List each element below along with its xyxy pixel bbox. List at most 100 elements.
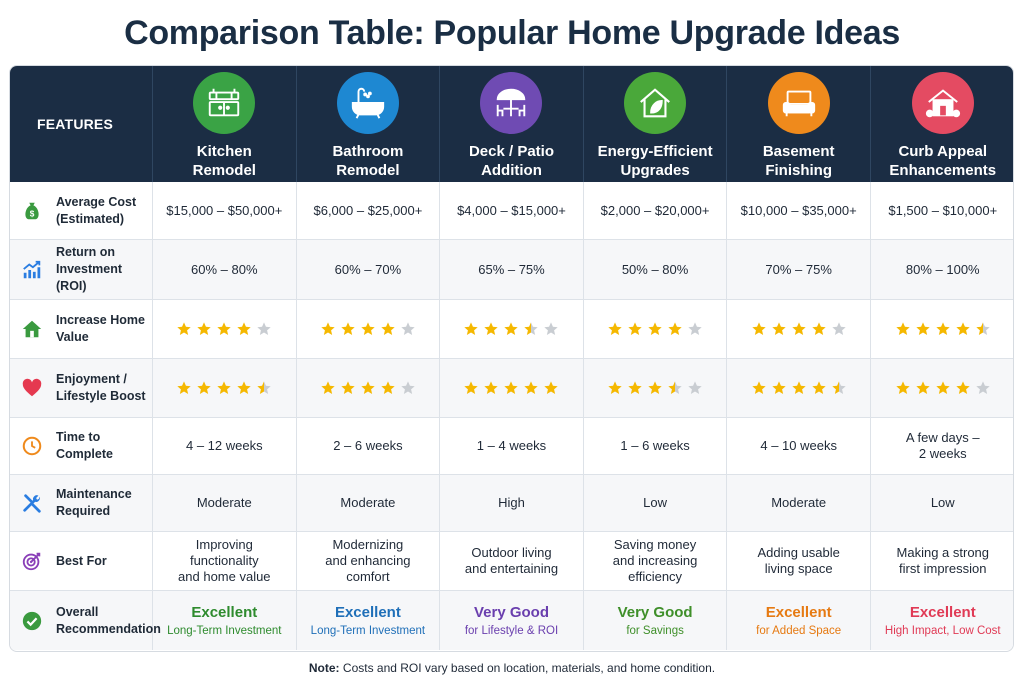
star-full-icon [341,381,355,394]
column-title: Basement Finishing [762,143,835,179]
star-full-icon [361,322,375,335]
recommendation-rating: Very Good [473,603,549,621]
star-full-icon [177,381,191,394]
table-cell: Outdoor living and entertaining [440,532,584,590]
table-cell: 60% – 70% [297,240,441,299]
table-cell: 4 – 10 weeks [727,418,871,474]
table-row: Overall Recommendation Excellent Long-Term… [10,591,1013,650]
star-full-icon [896,381,910,394]
table-row: Increase Home Value [10,300,1013,359]
recommendation-rating: Very Good [617,603,693,621]
table-cell: High [440,475,584,531]
table-cell: Making a strong first impression [896,545,990,576]
column-title: Energy-Efficient Upgrades [597,143,713,179]
star-full-icon [668,322,682,335]
features-header: FEATURES [10,66,153,182]
recommendation-cell: Excellent High Impact, Low Cost [871,591,1013,650]
column-title: Curb Appeal Enhancements [889,143,997,179]
table-cell: 2 – 6 weeks [297,418,441,474]
column-title: Kitchen Remodel [192,143,256,179]
table-cell: Moderate [153,475,297,531]
star-full-icon [956,322,970,335]
recommendation-cell: Excellent for Added Space [727,591,871,650]
star-rating [727,300,871,358]
patio-umbrella-icon [480,72,543,134]
star-full-icon [464,381,479,394]
star-full-icon [237,322,251,335]
recommendation-rating: Excellent [765,603,832,621]
star-full-icon [896,322,910,335]
star-empty-icon [401,381,415,394]
growth-chart-icon [20,258,44,282]
check-circle-icon [20,609,44,633]
comparison-table: FEATURES Kitchen Remodel Bathroom Remodel… [9,65,1014,652]
recommendation-detail: for Savings [626,624,684,637]
table-cell: 80% – 100% [905,261,980,277]
tools-icon [20,491,44,515]
recommendation-cell: Very Good for Savings [584,591,728,650]
feature-label: Enjoyment / Lifestyle Boost [56,372,146,403]
table-cell: Saving money and increasing efficiency [584,532,728,590]
star-empty-icon [688,322,702,335]
table-row: $ Average Cost (Estimated) $15,000 – $50,0… [10,182,1013,240]
page-title: Comparison Table: Popular Home Upgrade I… [124,14,900,52]
table-cell: $2,000 – $20,000+ [584,182,728,239]
clock-icon [20,434,44,458]
feature-label: Increase Home Value [56,313,145,344]
star-rating [871,359,1013,417]
feature-label: Time to Complete [56,430,113,461]
table-cell: Modernizing and enhancing comfort [297,532,441,590]
star-full-icon [524,381,539,394]
star-full-icon [628,381,642,394]
star-full-icon [772,322,786,335]
star-full-icon [812,381,826,394]
star-empty-icon [544,322,559,335]
star-rating [727,359,871,417]
star-empty-icon [976,381,990,394]
star-full-icon [237,381,251,394]
feature-label: Maintenance Required [56,487,132,518]
column-header-3: Energy-Efficient Upgrades [584,66,728,182]
eco-house-icon [624,72,687,134]
star-rating [440,359,584,417]
star-half-icon [257,381,271,394]
table-header-row: FEATURES Kitchen Remodel Bathroom Remodel… [10,66,1013,182]
star-full-icon [628,322,642,335]
recommendation-rating: Excellent [191,603,258,621]
star-full-icon [381,322,395,335]
star-empty-icon [688,381,702,394]
home-icon [20,317,44,341]
table-body: $ Average Cost (Estimated) $15,000 – $50,0… [10,182,1013,650]
house-front-icon [911,72,974,134]
table-cell: $4,000 – $15,000+ [440,182,584,239]
feature-cell: Enjoyment / Lifestyle Boost [10,359,153,417]
table-cell: Low [930,495,955,510]
column-header-4: Basement Finishing [727,66,871,182]
star-half-icon [668,381,682,394]
star-full-icon [197,381,211,394]
star-full-icon [217,381,231,394]
table-row: Return on Investment (ROI) 60% – 80% 60% –… [10,240,1013,300]
note-text: Costs and ROI vary based on location, ma… [339,661,716,675]
feature-label: Return on Investment (ROI) [56,245,122,293]
star-empty-icon [832,322,846,335]
star-full-icon [361,381,375,394]
table-cell: $1,500 – $10,000+ [888,202,998,218]
recommendation-detail: for Lifestyle & ROI [464,624,559,637]
star-full-icon [197,322,211,335]
recommendation-detail: Long-Term Investment [167,624,282,637]
feature-label: Best For [56,553,107,568]
star-full-icon [177,322,191,335]
table-cell: $15,000 – $50,000+ [153,182,297,239]
column-header-0: Kitchen Remodel [153,66,297,182]
recommendation-cell: Excellent Long-Term Investment [153,591,297,650]
star-full-icon [544,381,559,394]
star-rating [153,359,297,417]
bathtub-icon [336,72,399,134]
table-row: Maintenance Required Moderate Moderate High… [10,475,1013,532]
star-half-icon [976,322,990,335]
table-row: Time to Complete 4 – 12 weeks 2 – 6 weeks 1… [10,418,1013,475]
footnote: Note: Costs and ROI vary based on locati… [0,661,1024,675]
star-full-icon [792,381,806,394]
table-cell: 70% – 75% [727,240,871,299]
